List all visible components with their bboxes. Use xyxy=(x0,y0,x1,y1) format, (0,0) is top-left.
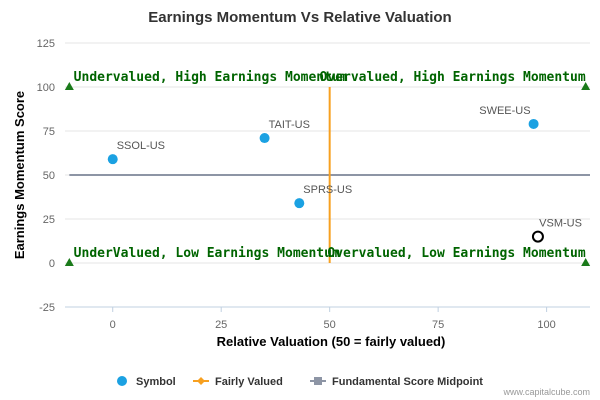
x-axis-ticks: 0 25 50 75 100 xyxy=(65,306,590,331)
legend-label: Fairly Valued xyxy=(215,376,283,388)
x-tick-label: 100 xyxy=(537,319,555,331)
credit-text: www.capitalcube.com xyxy=(502,387,590,397)
corner-marker xyxy=(64,82,74,90)
data-points: SSOL-US TAIT-US SPRS-US SWEE-US VSM-US xyxy=(107,105,582,243)
x-axis-title: Relative Valuation (50 = fairly valued) xyxy=(217,334,446,349)
y-axis-ticks: -25 0 25 50 75 100 125 xyxy=(37,38,55,314)
y-tick-label: 125 xyxy=(37,38,55,50)
legend-item: Symbol xyxy=(117,376,176,388)
quadrant-label: Overvalued, High Earnings Momentum xyxy=(320,70,586,85)
legend-symbol xyxy=(314,377,322,385)
legend-label: Symbol xyxy=(136,376,176,388)
legend-label: Fundamental Score Midpoint xyxy=(332,376,483,388)
data-point xyxy=(107,154,118,165)
y-tick-label: 75 xyxy=(43,126,55,138)
corner-marker xyxy=(64,258,74,266)
quadrant-label: Overvalued, Low Earnings Momentum xyxy=(327,246,585,261)
corner-marker xyxy=(581,258,591,266)
data-point xyxy=(531,230,544,243)
data-point xyxy=(528,118,539,129)
y-tick-label: 100 xyxy=(37,82,55,94)
data-label: SWEE-US xyxy=(479,105,530,117)
reference-lines xyxy=(69,87,590,263)
y-tick-label: 50 xyxy=(43,170,55,182)
quadrant-label: Undervalued, High Earnings Momentum xyxy=(74,70,348,85)
quadrant-label: UnderValued, Low Earnings Momentum xyxy=(74,246,340,261)
legend-item: Fundamental Score Midpoint xyxy=(310,376,483,388)
y-axis-title: Earnings Momentum Score xyxy=(12,91,27,259)
legend-symbol xyxy=(197,377,205,385)
data-label: TAIT-US xyxy=(269,119,310,131)
y-tick-label: 0 xyxy=(49,258,55,270)
quadrant-labels: Undervalued, High Earnings MomentumOverv… xyxy=(74,70,586,261)
legend-item: Fairly Valued xyxy=(193,376,283,388)
y-tick-label: 25 xyxy=(43,214,55,226)
data-point xyxy=(294,198,305,209)
data-point xyxy=(259,133,270,144)
y-tick-label: -25 xyxy=(39,302,55,314)
chart-title: Earnings Momentum Vs Relative Valuation xyxy=(148,9,451,26)
corner-markers xyxy=(64,82,591,266)
corner-marker xyxy=(581,82,591,90)
x-tick-label: 75 xyxy=(432,319,444,331)
data-label: SPRS-US xyxy=(303,184,352,196)
data-label: VSM-US xyxy=(539,218,582,230)
x-tick-label: 50 xyxy=(324,319,336,331)
legend-symbol xyxy=(117,376,127,386)
data-label: SSOL-US xyxy=(117,140,165,152)
legend: Symbol Fairly Valued Fundamental Score Mid… xyxy=(117,376,483,388)
x-tick-label: 0 xyxy=(110,319,116,331)
x-tick-label: 25 xyxy=(215,319,227,331)
